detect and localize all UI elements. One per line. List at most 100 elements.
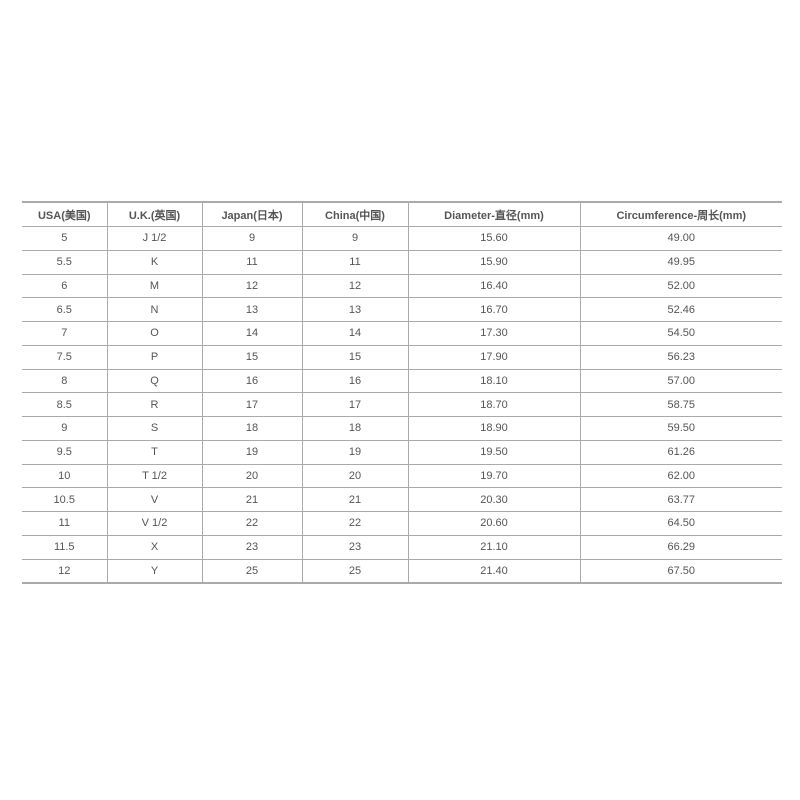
table-cell: 9: [301, 226, 408, 251]
table-cell: 19: [301, 439, 408, 465]
table-row: 10.5 V 21 21 20.30 63.77: [22, 487, 782, 512]
table-cell: 5: [22, 226, 107, 251]
table-cell: 16.70: [407, 297, 580, 322]
table-row: 9.5 T 19 19 19.50 61.26: [22, 439, 782, 465]
table-cell: 9: [22, 416, 107, 441]
table-cell: 10.5: [22, 487, 107, 512]
table-row: 7.5 P 15 15 17.90 56.23: [22, 344, 782, 370]
table-cell: 12: [301, 273, 408, 299]
table-cell: 56.23: [579, 344, 782, 370]
table-cell: 17.30: [407, 321, 580, 346]
table-cell: 6.5: [22, 297, 107, 322]
table-cell: 17: [301, 392, 408, 417]
table-cell: 9.5: [22, 439, 107, 465]
table-row: 5.5 K 11 11 15.90 49.95: [22, 249, 782, 275]
table-cell: 11: [22, 511, 107, 536]
table-cell: J 1/2: [106, 226, 202, 251]
table-cell: 21.10: [407, 534, 580, 560]
table-cell: 16: [301, 368, 408, 394]
table-cell: 59.50: [579, 416, 782, 441]
table-cell: 19.50: [407, 439, 580, 465]
table-cell: 61.26: [579, 439, 782, 465]
table-cell: 14: [201, 321, 302, 346]
table-cell: 64.50: [579, 511, 782, 536]
table-cell: 25: [201, 558, 302, 585]
table-cell: 18.90: [407, 416, 580, 441]
table-cell: 66.29: [579, 534, 782, 560]
table-cell: 7: [22, 321, 107, 346]
table-cell: 17: [201, 392, 302, 417]
table-cell: 49.95: [579, 249, 782, 275]
column-header: Japan(日本): [201, 201, 302, 227]
table-cell: 11.5: [22, 534, 107, 560]
table-cell: 17.90: [407, 344, 580, 370]
table-row: 10 T 1/2 20 20 19.70 62.00: [22, 463, 782, 489]
table-cell: 20: [201, 463, 302, 489]
table-cell: 9: [201, 226, 302, 251]
ring-size-table: USA(美国) U.K.(英国) Japan(日本) China(中国) Diamete…: [22, 201, 782, 585]
table-cell: 15: [201, 344, 302, 370]
table-cell: 21: [201, 487, 302, 512]
table-row: 8 Q 16 16 18.10 57.00: [22, 368, 782, 394]
table-cell: 5.5: [22, 249, 107, 275]
table-cell: 58.75: [579, 392, 782, 417]
table-cell: 63.77: [579, 487, 782, 512]
table-cell: S: [106, 416, 202, 441]
table-cell: 19: [201, 439, 302, 465]
column-header: Circumference-周长(mm): [579, 201, 782, 227]
table-cell: 54.50: [579, 321, 782, 346]
table-cell: 13: [201, 297, 302, 322]
table-cell: 11: [201, 249, 302, 275]
table-cell: 25: [301, 558, 408, 585]
table-cell: K: [106, 249, 202, 275]
table-cell: 49.00: [579, 226, 782, 251]
table-cell: 67.50: [579, 558, 782, 585]
table-cell: 23: [201, 534, 302, 560]
table-header-row: USA(美国) U.K.(英国) Japan(日本) China(中国) Diamete…: [22, 201, 782, 227]
table-cell: O: [106, 321, 202, 346]
table-cell: 21.40: [407, 558, 580, 585]
table-cell: M: [106, 273, 202, 299]
table-cell: 15.60: [407, 226, 580, 251]
table-cell: V 1/2: [106, 511, 202, 536]
table-row: 9 S 18 18 18.90 59.50: [22, 416, 782, 441]
table-row: 6.5 N 13 13 16.70 52.46: [22, 297, 782, 322]
table-cell: 16: [201, 368, 302, 394]
column-header: U.K.(英国): [106, 201, 202, 227]
table-row: 8.5 R 17 17 18.70 58.75: [22, 392, 782, 417]
table-cell: 20.60: [407, 511, 580, 536]
table-cell: 62.00: [579, 463, 782, 489]
table-cell: 6: [22, 273, 107, 299]
table-cell: 16.40: [407, 273, 580, 299]
table-cell: N: [106, 297, 202, 322]
table-cell: 18: [301, 416, 408, 441]
table-cell: 10: [22, 463, 107, 489]
table-row: 11 V 1/2 22 22 20.60 64.50: [22, 511, 782, 536]
table-cell: 15.90: [407, 249, 580, 275]
table-cell: 11: [301, 249, 408, 275]
table-cell: 52.00: [579, 273, 782, 299]
table-cell: 20: [301, 463, 408, 489]
column-header: Diameter-直径(mm): [407, 201, 580, 227]
table-cell: 20.30: [407, 487, 580, 512]
table-cell: P: [106, 344, 202, 370]
table-cell: X: [106, 534, 202, 560]
table-row: 12 Y 25 25 21.40 67.50: [22, 558, 782, 585]
table-cell: 22: [201, 511, 302, 536]
table-cell: 19.70: [407, 463, 580, 489]
table-cell: 12: [201, 273, 302, 299]
table-cell: Q: [106, 368, 202, 394]
table-cell: 8.5: [22, 392, 107, 417]
table-cell: 18.10: [407, 368, 580, 394]
table-cell: V: [106, 487, 202, 512]
table-cell: 57.00: [579, 368, 782, 394]
column-header: China(中国): [301, 201, 408, 227]
table-row: 7 O 14 14 17.30 54.50: [22, 321, 782, 346]
table-cell: 12: [22, 558, 107, 585]
table-cell: 22: [301, 511, 408, 536]
table-cell: 23: [301, 534, 408, 560]
table-cell: 21: [301, 487, 408, 512]
table-cell: Y: [106, 558, 202, 585]
table-cell: 8: [22, 368, 107, 394]
table-cell: 14: [301, 321, 408, 346]
